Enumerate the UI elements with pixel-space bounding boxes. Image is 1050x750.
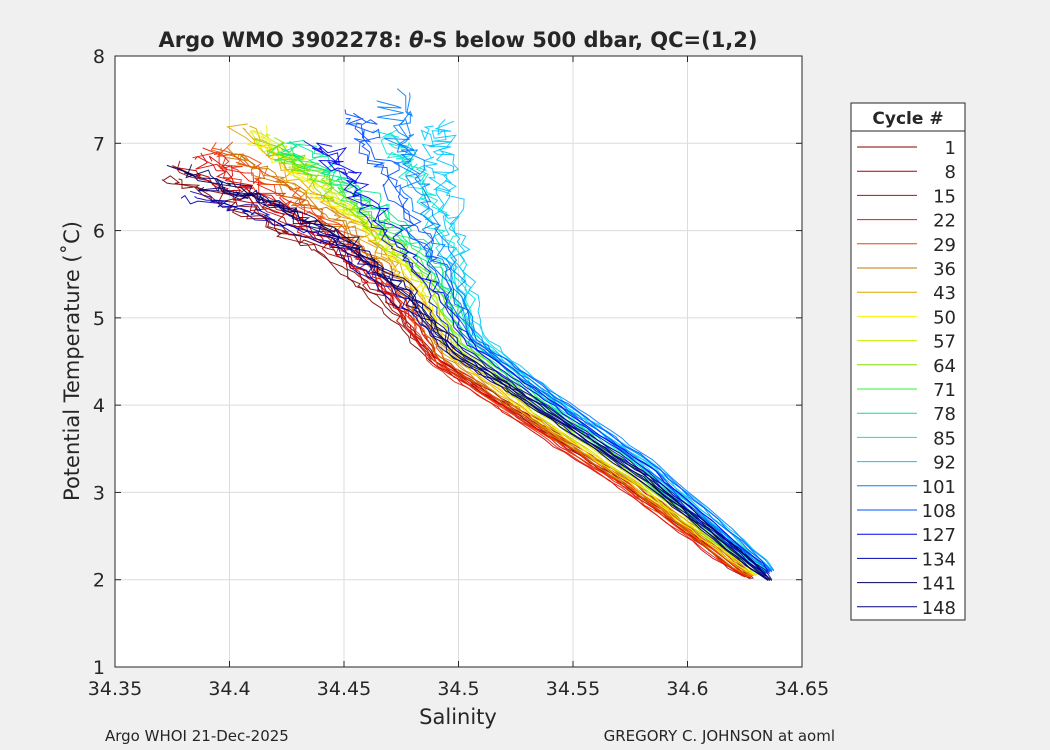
legend-label: 64 bbox=[933, 356, 956, 377]
legend-item: 148 bbox=[857, 598, 956, 619]
legend-label: 8 bbox=[945, 162, 956, 183]
footer-left: Argo WHOI 21-Dec-2025 bbox=[105, 727, 289, 745]
series-line bbox=[198, 183, 771, 581]
legend-item: 8 bbox=[857, 162, 956, 183]
legend-item: 64 bbox=[857, 356, 956, 377]
legend-label: 127 bbox=[922, 525, 956, 546]
legend-label: 50 bbox=[933, 307, 956, 328]
series-line bbox=[176, 160, 746, 578]
series-line bbox=[429, 118, 773, 571]
legend-label: 29 bbox=[933, 235, 956, 256]
legend-label: 148 bbox=[922, 598, 956, 619]
series-line bbox=[194, 195, 766, 577]
series-line bbox=[192, 151, 746, 578]
legend-label: 22 bbox=[933, 211, 956, 232]
series-line bbox=[397, 92, 775, 572]
series-line bbox=[217, 181, 773, 580]
series-101 bbox=[376, 88, 775, 572]
legend-item: 22 bbox=[857, 211, 956, 232]
legend-label: 78 bbox=[933, 404, 956, 425]
x-axis-label: Salinity bbox=[419, 705, 497, 729]
legend-label: 85 bbox=[933, 428, 956, 449]
series-line bbox=[252, 138, 760, 575]
legend-item: 85 bbox=[857, 428, 956, 449]
x-tick-labels: 34.35 34.4 34.45 34.5 34.55 34.6 34.65 bbox=[88, 678, 829, 700]
legend-item: 134 bbox=[857, 549, 956, 570]
series-line bbox=[177, 167, 773, 581]
legend-label: 71 bbox=[933, 380, 956, 401]
legend-item: 101 bbox=[857, 477, 956, 498]
legend: Cycle # 1 8 15 22 29 36 43 50 57 64 71 78 85 92 101 108… bbox=[850, 102, 966, 621]
legend-label: 92 bbox=[933, 453, 956, 474]
legend-label: 141 bbox=[922, 574, 956, 595]
x-tick-label: 34.55 bbox=[546, 678, 600, 700]
series-line bbox=[210, 142, 748, 578]
y-tick-label: 5 bbox=[93, 308, 105, 330]
y-axis-label: Potential Temperature (˚C) bbox=[60, 221, 84, 501]
series-line bbox=[311, 147, 768, 575]
y-tick-label: 6 bbox=[93, 221, 105, 243]
series-line bbox=[213, 152, 748, 578]
x-tick-label: 34.65 bbox=[775, 678, 829, 700]
series-line bbox=[250, 131, 759, 575]
series-line bbox=[353, 112, 773, 573]
y-tick-label: 3 bbox=[93, 482, 105, 504]
legend-item: 78 bbox=[857, 404, 956, 425]
series-line bbox=[246, 130, 755, 576]
legend-item: 141 bbox=[857, 574, 956, 595]
chart-title: Argo WMO 3902278: θ-S below 500 dbar, QC… bbox=[158, 28, 757, 52]
y-tick-label: 1 bbox=[93, 657, 105, 679]
legend-item: 92 bbox=[857, 453, 956, 474]
legend-label: 101 bbox=[922, 477, 956, 498]
series-line bbox=[345, 117, 769, 573]
legend-label: 15 bbox=[933, 186, 956, 207]
series-line bbox=[163, 175, 751, 580]
legend-label: 57 bbox=[933, 332, 956, 353]
footer-right: GREGORY C. JOHNSON at aoml bbox=[604, 727, 835, 745]
series-line bbox=[371, 130, 767, 572]
legend-label: 36 bbox=[933, 259, 956, 280]
legend-item: 36 bbox=[857, 259, 956, 280]
x-tick-label: 34.5 bbox=[437, 678, 479, 700]
legend-item: 29 bbox=[857, 235, 956, 256]
legend-item: 71 bbox=[857, 380, 956, 401]
legend-items: 1 8 15 22 29 36 43 50 57 64 71 78 85 92 101 108 127 134 14… bbox=[857, 138, 956, 619]
legend-title: Cycle # bbox=[872, 109, 943, 129]
y-tick-label: 7 bbox=[93, 133, 105, 155]
series-line bbox=[180, 194, 764, 577]
legend-label: 1 bbox=[945, 138, 956, 159]
x-tick-label: 34.45 bbox=[317, 678, 371, 700]
legend-item: 108 bbox=[857, 501, 956, 522]
series-148 bbox=[198, 181, 773, 581]
x-tick-label: 34.4 bbox=[208, 678, 250, 700]
y-tick-label: 8 bbox=[93, 46, 105, 68]
legend-item: 1 bbox=[857, 138, 956, 159]
legend-item: 43 bbox=[857, 283, 956, 304]
y-tick-label: 4 bbox=[93, 395, 105, 417]
legend-item: 57 bbox=[857, 332, 956, 353]
series-group bbox=[161, 88, 775, 582]
legend-item: 50 bbox=[857, 307, 956, 328]
series-line bbox=[376, 100, 771, 572]
series-line bbox=[431, 120, 775, 571]
x-tick-label: 34.6 bbox=[666, 678, 708, 700]
y-tick-labels: 1 2 3 4 5 6 7 8 bbox=[93, 46, 105, 679]
series-line bbox=[316, 142, 770, 574]
y-tick-label: 2 bbox=[93, 570, 105, 592]
legend-label: 134 bbox=[922, 549, 956, 570]
legend-item: 15 bbox=[857, 186, 956, 207]
legend-item: 127 bbox=[857, 525, 956, 546]
series-127 bbox=[303, 140, 770, 575]
series-line bbox=[303, 140, 767, 575]
legend-label: 43 bbox=[933, 283, 956, 304]
ticks bbox=[114, 55, 803, 668]
x-tick-label: 34.35 bbox=[88, 678, 142, 700]
legend-label: 108 bbox=[922, 501, 956, 522]
